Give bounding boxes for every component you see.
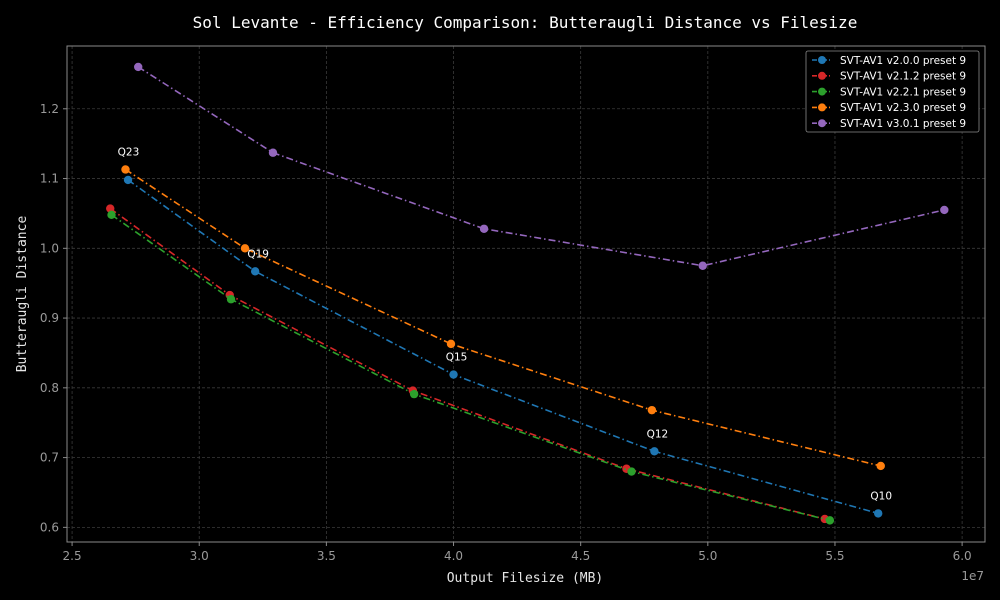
legend-item: SVT-AV1 v3.0.1 preset 9 — [812, 118, 966, 130]
data-point — [698, 261, 707, 270]
legend-items: SVT-AV1 v2.0.0 preset 9 SVT-AV1 v2.1.2 pr… — [812, 55, 966, 130]
x-axis-offset-label: 1e7 — [961, 569, 984, 583]
legend-item: SVT-AV1 v2.3.0 preset 9 — [812, 102, 966, 114]
data-point — [106, 204, 115, 213]
annotation-label: Q12 — [647, 428, 669, 440]
legend-item: SVT-AV1 v2.0.0 preset 9 — [812, 55, 966, 67]
data-point — [627, 467, 636, 476]
y-tick-label: 0.6 — [40, 520, 59, 534]
data-point — [250, 267, 260, 276]
data-point — [134, 62, 143, 72]
y-tick-label: 1.1 — [40, 172, 59, 186]
data-point — [940, 205, 949, 215]
x-tick-label: 3.0 — [190, 549, 209, 563]
data-point — [226, 295, 236, 304]
y-tick-label: 1.0 — [40, 241, 59, 255]
legend-frame — [805, 50, 980, 133]
series-layer — [106, 62, 949, 525]
y-tick-label: 0.7 — [40, 451, 59, 465]
legend-marker — [818, 56, 826, 64]
series-line — [137, 66, 945, 267]
legend-marker — [818, 87, 826, 96]
data-point — [479, 224, 489, 233]
data-point — [240, 244, 250, 253]
data-point — [446, 339, 456, 349]
legend-marker — [818, 119, 826, 128]
legend-item: SVT-AV1 v2.1.2 preset 9 — [812, 71, 966, 83]
data-point — [107, 210, 116, 220]
x-tick-label: 4.5 — [571, 549, 590, 563]
data-point — [650, 447, 659, 456]
data-point — [268, 148, 278, 157]
y-tick-label: 0.8 — [40, 381, 59, 395]
data-point — [449, 370, 458, 379]
y-axis-ticks: 0.6 0.7 0.8 0.9 1.0 1.1 1.2 — [40, 102, 67, 534]
data-point — [123, 175, 133, 185]
series-3 — [107, 210, 835, 525]
data-point — [825, 516, 835, 525]
series-1 — [123, 175, 883, 518]
legend-label: SVT-AV1 v2.1.2 preset 9 — [840, 71, 966, 83]
x-tick-label: 4.0 — [444, 549, 463, 563]
legend-marker — [818, 71, 826, 80]
x-tick-label: 2.5 — [63, 549, 82, 563]
series-5 — [134, 62, 949, 270]
x-axis-ticks: 2.5 3.0 3.5 4.0 4.5 5.0 5.5 6.0 — [63, 542, 972, 563]
annotation-label: Q10 — [870, 490, 892, 502]
legend-marker — [818, 103, 826, 112]
annotations: Q23 Q19 Q15 Q12 Q10 — [118, 146, 892, 502]
data-point — [876, 461, 885, 471]
data-point — [647, 405, 657, 415]
legend-label: SVT-AV1 v3.0.1 preset 9 — [840, 118, 966, 130]
x-tick-label: 5.5 — [825, 549, 844, 563]
y-axis-label: Butteraugli Distance — [15, 216, 30, 373]
legend: SVT-AV1 v2.0.0 preset 9 SVT-AV1 v2.1.2 pr… — [805, 50, 980, 133]
x-tick-label: 3.5 — [317, 549, 336, 563]
data-point — [409, 389, 419, 399]
chart-title: Sol Levante - Efficiency Comparison: But… — [193, 13, 858, 32]
legend-label: SVT-AV1 v2.0.0 preset 9 — [840, 55, 966, 67]
y-tick-label: 0.9 — [40, 311, 59, 325]
data-point — [121, 165, 130, 174]
legend-label: SVT-AV1 v2.2.1 preset 9 — [840, 86, 966, 98]
plot-frame — [66, 45, 986, 543]
legend-item: SVT-AV1 v2.2.1 preset 9 — [812, 86, 966, 98]
legend-label: SVT-AV1 v2.3.0 preset 9 — [840, 102, 966, 114]
data-point — [873, 509, 883, 518]
x-tick-label: 6.0 — [953, 549, 972, 563]
annotation-label: Q23 — [118, 146, 140, 158]
annotation-label: Q15 — [446, 352, 468, 364]
series-4 — [121, 165, 885, 471]
annotation-label: Q19 — [247, 248, 269, 260]
y-tick-label: 1.2 — [40, 102, 59, 116]
x-tick-label: 5.0 — [698, 549, 717, 563]
x-axis-label: Output Filesize (MB) — [447, 571, 604, 586]
